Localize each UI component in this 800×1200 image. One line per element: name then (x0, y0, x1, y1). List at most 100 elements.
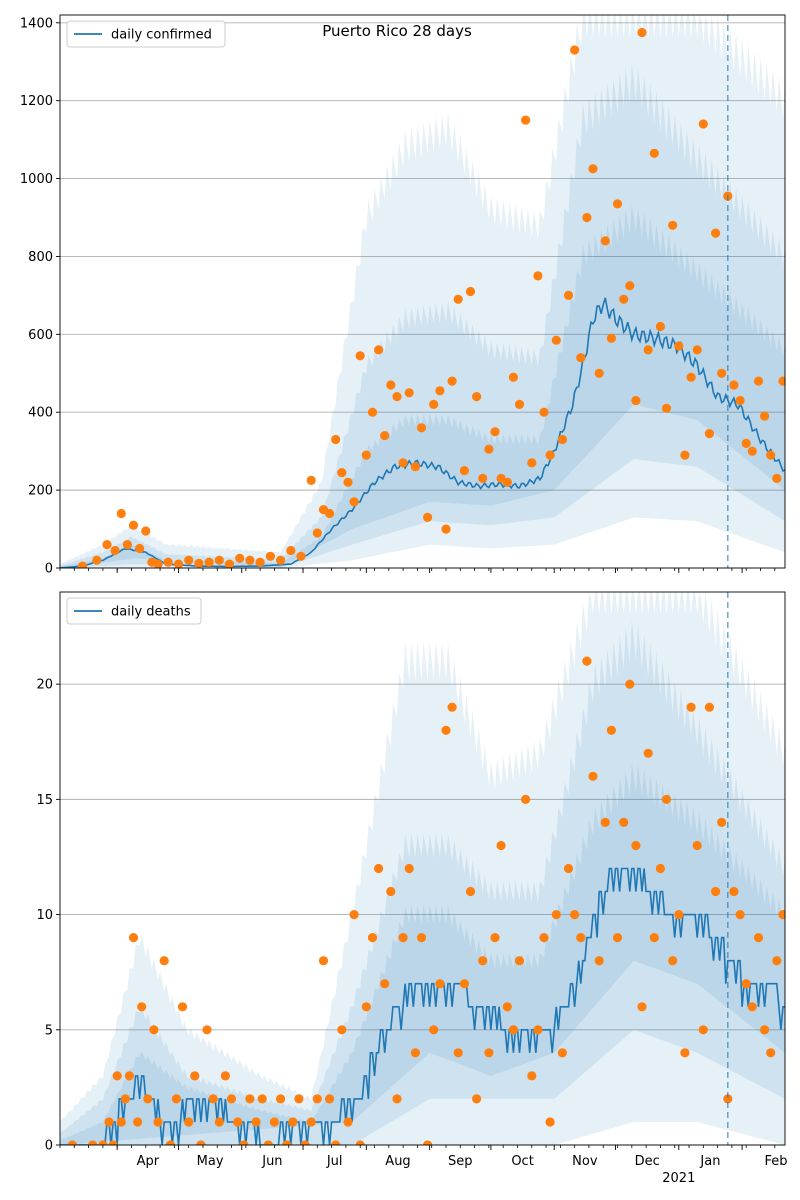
data-point (177, 1002, 188, 1012)
legend-box (66, 597, 202, 625)
data-point (594, 368, 604, 378)
data-point (392, 392, 402, 402)
x-month-label: Dec (635, 1154, 660, 1169)
x-month-label: Sep (448, 1154, 473, 1169)
data-point (194, 558, 204, 568)
data-point (104, 1117, 114, 1127)
data-point (214, 555, 224, 565)
data-point (563, 290, 574, 300)
data-point (588, 164, 598, 174)
data-point (723, 1094, 733, 1104)
data-point (778, 910, 785, 920)
data-point (711, 886, 721, 897)
y-tick-label: 200 (28, 484, 53, 499)
data-point (190, 1071, 200, 1081)
data-point (760, 411, 770, 421)
y-tick-label: 5 (45, 1023, 53, 1038)
data-point (257, 1094, 267, 1104)
data-point (386, 380, 396, 390)
x-month-label: Jun (261, 1154, 282, 1169)
data-point (325, 508, 335, 519)
legend: daily deaths (66, 597, 202, 625)
x-month-label: Nov (572, 1154, 598, 1169)
data-point (735, 910, 745, 920)
data-point (435, 386, 445, 396)
data-point (686, 702, 696, 712)
data-point (514, 956, 525, 966)
data-point (545, 450, 555, 460)
data-point (367, 407, 378, 417)
data-point (239, 1140, 249, 1145)
data-point (674, 341, 684, 351)
y-tick-label: 400 (28, 406, 53, 421)
x-year-label: 2021 (662, 1171, 695, 1186)
uncertainty-band (60, 15, 785, 568)
data-point (137, 1002, 147, 1012)
data-point (649, 933, 659, 943)
data-point (465, 886, 476, 897)
data-point (235, 553, 245, 563)
data-point (441, 524, 451, 534)
data-point (122, 540, 132, 550)
data-point (300, 1140, 310, 1145)
data-point (588, 771, 598, 781)
data-point (286, 545, 296, 556)
data-point (625, 281, 635, 291)
data-point (325, 1094, 335, 1104)
data-point (173, 559, 184, 568)
x-month-label: May (197, 1154, 224, 1169)
data-point (153, 559, 163, 568)
data-point (165, 1140, 175, 1145)
data-point (255, 557, 265, 567)
data-point (563, 863, 574, 874)
data-point (582, 212, 592, 223)
y-tick-label: 15 (36, 793, 53, 808)
data-point (631, 395, 641, 406)
y-tick-label: 1400 (20, 16, 53, 31)
data-point (661, 794, 672, 805)
data-point (619, 294, 629, 304)
data-point (459, 466, 469, 476)
data-point (312, 1094, 322, 1104)
data-point (423, 512, 433, 523)
y-tick-label: 1200 (20, 94, 53, 109)
data-point (668, 220, 678, 230)
x-month-label: Aug (385, 1154, 410, 1169)
data-point (294, 1094, 304, 1104)
data-point (110, 545, 120, 556)
confirmed-panel: 0 200 400 600 800 1000 1200 1400 daily confirmed (20, 14, 786, 577)
data-point (772, 956, 782, 966)
data-point (251, 1117, 261, 1127)
data-point (502, 477, 512, 487)
data-point (276, 1094, 286, 1104)
data-point (533, 1025, 543, 1035)
data-point (698, 119, 708, 129)
data-point (668, 956, 678, 966)
data-point (453, 1048, 463, 1058)
data-point (447, 702, 457, 712)
data-point (374, 345, 384, 355)
data-point (245, 1094, 255, 1104)
data-point (435, 979, 445, 989)
data-point (521, 115, 531, 125)
data-point (410, 462, 420, 472)
data-point (484, 1048, 494, 1058)
data-point (661, 403, 672, 413)
data-point (204, 557, 214, 567)
data-point (527, 1071, 537, 1081)
data-point (692, 840, 702, 851)
data-point (98, 1140, 108, 1145)
data-point (220, 1071, 230, 1081)
data-point (735, 395, 745, 406)
data-point (600, 236, 610, 246)
data-point (276, 555, 286, 565)
data-point (318, 956, 329, 966)
series-line (60, 867, 785, 1145)
data-point (704, 429, 715, 439)
axes-frame (59, 591, 786, 1146)
data-point (337, 1025, 347, 1035)
data-point (484, 444, 494, 454)
data-point (753, 376, 764, 386)
data-point (331, 434, 341, 445)
data-point (686, 372, 696, 382)
